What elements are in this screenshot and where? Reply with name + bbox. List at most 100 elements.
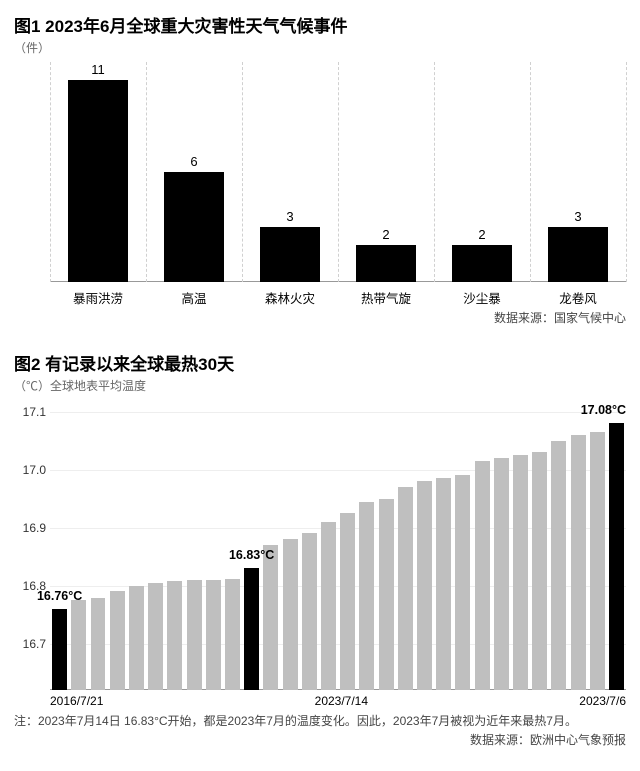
chart1-x-labels: 暴雨洪涝高温森林火灾热带气旋沙尘暴龙卷风 — [50, 282, 626, 307]
chart2-bar — [148, 583, 163, 690]
chart2-bar-slot — [261, 400, 280, 690]
chart2-y-tick: 17.1 — [23, 405, 46, 419]
chart2-bar-slot — [300, 400, 319, 690]
chart2-bar — [206, 580, 221, 690]
chart2-bar-slot — [472, 400, 491, 690]
chart2-plot-area: 16.716.816.917.017.1 16.76°C16.83°C17.08… — [14, 400, 626, 690]
chart1-category-label: 沙尘暴 — [434, 282, 530, 307]
chart2-callout: 17.08°C — [581, 403, 626, 417]
chart1-bar-slot: 3 — [530, 62, 626, 282]
chart2-bar — [302, 533, 317, 690]
chart2-bar-slot — [165, 400, 184, 690]
chart2-bar-slot — [549, 400, 568, 690]
chart1-bar-slot: 3 — [242, 62, 338, 282]
chart2-bar-slot — [434, 400, 453, 690]
chart1-category-label: 森林火灾 — [242, 282, 338, 307]
chart1-bar-value: 11 — [91, 62, 105, 77]
chart1-category-label: 高温 — [146, 282, 242, 307]
chart1-bars: 1163223 — [50, 62, 626, 282]
chart2-bar — [359, 502, 374, 691]
chart1-category-label: 热带气旋 — [338, 282, 434, 307]
chart2-title: 图2 有记录以来全球最热30天 — [14, 350, 626, 375]
chart1-bar-value: 6 — [190, 154, 197, 169]
chart1-gridline — [626, 62, 627, 282]
chart2-bar-slot — [69, 400, 88, 690]
chart2-bar — [263, 545, 278, 690]
chart1-category-label: 暴雨洪涝 — [50, 282, 146, 307]
chart2-bar-slot — [88, 400, 107, 690]
chart2-bar-slot — [50, 400, 69, 690]
chart2-bar-slot — [453, 400, 472, 690]
chart1-plot-area: 1163223 — [14, 62, 626, 282]
chart2-bar-highlight — [609, 423, 624, 690]
chart1-bar: 3 — [548, 227, 608, 282]
chart1-bar: 2 — [356, 245, 416, 282]
chart2-bar-slot — [108, 400, 127, 690]
chart2-subtitle: （℃）全球地表平均温度 — [14, 377, 626, 394]
chart1-bar-slot: 11 — [50, 62, 146, 282]
chart2-bar — [71, 600, 86, 690]
chart2-callout: 16.76°C — [37, 589, 82, 603]
chart2-bar-slot — [568, 400, 587, 690]
chart2-bar-slot — [415, 400, 434, 690]
chart2-bar — [129, 586, 144, 690]
chart2-bar-slot — [376, 400, 395, 690]
chart2-bar — [475, 461, 490, 690]
chart1-bar: 11 — [68, 80, 128, 282]
chart2-bar — [513, 455, 528, 690]
chart2-bar-slot — [280, 400, 299, 690]
chart1-bar-value: 3 — [286, 209, 293, 224]
chart2-note: 注：2023年7月14日 16.83°C开始，都是2023年7月的温度变化。因此… — [14, 712, 626, 729]
chart1-title: 图1 2023年6月全球重大灾害性天气气候事件 — [14, 12, 626, 37]
chart2-bar-highlight — [52, 609, 67, 690]
chart2-bar-slot — [357, 400, 376, 690]
chart2-bar — [532, 452, 547, 690]
chart2-bar-slot — [184, 400, 203, 690]
chart1-y-unit: （件） — [14, 39, 626, 56]
chart1-source: 数据来源：国家气候中心 — [14, 309, 626, 326]
chart1-plot: 1163223 — [50, 62, 626, 282]
chart2-bar-slot — [223, 400, 242, 690]
chart2-x-labels: 2016/7/212023/7/142023/7/6 — [50, 690, 626, 708]
chart2-x-label: 2016/7/21 — [50, 694, 103, 708]
chart2-bar-slot — [530, 400, 549, 690]
chart2-bar-slot — [607, 400, 626, 690]
chart2-y-tick: 17.0 — [23, 463, 46, 477]
chart2-bar — [321, 522, 336, 690]
chart2-source: 数据来源：欧洲中心气象预报 — [14, 731, 626, 748]
chart1-bar-value: 2 — [478, 227, 485, 242]
chart2-bar — [110, 591, 125, 690]
chart2-bar — [340, 513, 355, 690]
chart2-bar — [417, 481, 432, 690]
chart2-bar — [398, 487, 413, 690]
chart2-bar-slot — [396, 400, 415, 690]
chart2-bar-slot — [511, 400, 530, 690]
chart1-bar-value: 3 — [574, 209, 581, 224]
chart2-bar-slot — [204, 400, 223, 690]
chart1-bar-slot: 2 — [338, 62, 434, 282]
chart2-bars — [50, 400, 626, 690]
chart2-bar — [283, 539, 298, 690]
chart1-bar: 6 — [164, 172, 224, 282]
chart2-y-axis: 16.716.816.917.017.1 — [14, 400, 50, 690]
chart2-bar — [167, 581, 182, 690]
chart2-callout: 16.83°C — [229, 548, 274, 562]
chart2-bar — [455, 475, 470, 690]
chart1-bar-slot: 2 — [434, 62, 530, 282]
chart1-category-label: 龙卷风 — [530, 282, 626, 307]
chart1-figure: 图1 2023年6月全球重大灾害性天气气候事件 （件） 1163223 暴雨洪涝… — [0, 0, 640, 334]
chart2-bar — [187, 580, 202, 690]
chart2-bar-slot — [588, 400, 607, 690]
chart2-bar-slot — [146, 400, 165, 690]
chart2-bar — [551, 441, 566, 690]
chart2-x-label: 2023/7/14 — [315, 694, 368, 708]
chart2-bar — [494, 458, 509, 690]
chart1-bar-value: 2 — [382, 227, 389, 242]
chart2-bar — [379, 499, 394, 690]
chart1-bar: 2 — [452, 245, 512, 282]
chart2-bar-slot — [492, 400, 511, 690]
chart2-bar — [571, 435, 586, 690]
chart2-figure: 图2 有记录以来全球最热30天 （℃）全球地表平均温度 16.716.816.9… — [0, 334, 640, 756]
chart2-bar — [436, 478, 451, 690]
chart2-bar — [225, 579, 240, 690]
